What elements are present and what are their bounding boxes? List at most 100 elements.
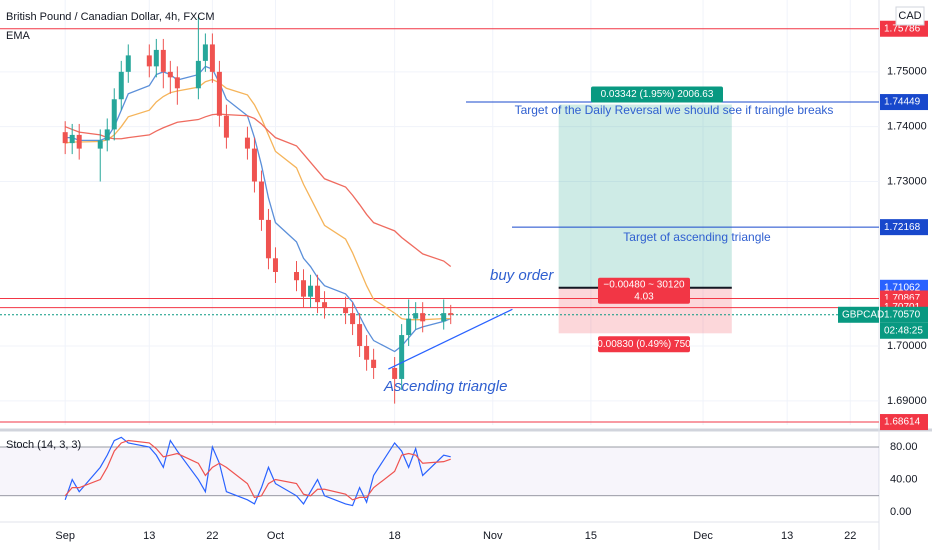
center-label-box bbox=[598, 277, 690, 304]
x-tick-label: Dec bbox=[693, 530, 713, 542]
y-tick-label: 1.75000 bbox=[887, 66, 927, 78]
candle-body bbox=[76, 134, 82, 149]
candle-body bbox=[413, 313, 419, 319]
annotation: Ascending triangle bbox=[383, 378, 507, 395]
candle-body bbox=[272, 258, 278, 272]
stoch-band bbox=[0, 447, 879, 496]
y-tick-label: 1.70000 bbox=[887, 340, 927, 352]
level-label-box bbox=[880, 94, 928, 111]
axes: Sep 13 22 Oct 18 Nov 15 Dec 13 22 1.75000 1.74000 1.… bbox=[55, 20, 928, 542]
candle-body bbox=[371, 359, 377, 368]
candle-body bbox=[244, 137, 250, 149]
candle-body bbox=[322, 302, 328, 308]
symbol-box bbox=[838, 306, 879, 323]
candle-body bbox=[146, 55, 152, 67]
annotation: buy order bbox=[490, 267, 554, 284]
stoch-line bbox=[64, 436, 451, 507]
annotation: Target of ascending triangle bbox=[623, 230, 771, 244]
ema-line bbox=[65, 78, 451, 321]
target-label: 0.03342 (1.95%) 2006.63 bbox=[601, 89, 714, 100]
level-label: 1.71062 bbox=[884, 282, 921, 293]
stop-label-box bbox=[598, 336, 690, 353]
candle-body bbox=[399, 335, 405, 379]
trendline bbox=[388, 308, 513, 370]
x-tick-label: Sep bbox=[55, 530, 75, 542]
x-tick-label: 18 bbox=[389, 530, 401, 542]
currency[interactable]: CAD bbox=[898, 10, 921, 22]
candle-body bbox=[195, 60, 201, 89]
candle-body bbox=[441, 313, 447, 322]
center-label: −0.00480 ~ 30120 bbox=[603, 279, 685, 290]
stoch-tick-label: 0.00 bbox=[890, 506, 911, 518]
candle-body bbox=[343, 307, 349, 314]
stop-label: 0.00830 (0.49%) 750 bbox=[597, 339, 691, 350]
candle-body bbox=[62, 132, 68, 144]
candle-body bbox=[111, 99, 117, 130]
level-label-box bbox=[880, 219, 928, 236]
candle-body bbox=[97, 140, 103, 149]
candle-body bbox=[420, 313, 426, 322]
symbol: GBPCAD bbox=[842, 309, 884, 320]
candle-body bbox=[251, 148, 257, 182]
candle-body bbox=[153, 49, 159, 67]
candle-body bbox=[448, 313, 454, 315]
annotation: Target of the Daily Reversal we should s… bbox=[515, 103, 834, 117]
y-tick-label: 1.74000 bbox=[887, 121, 927, 133]
candle-body bbox=[209, 44, 215, 72]
candle-body bbox=[160, 49, 166, 72]
x-tick-label: 22 bbox=[206, 530, 218, 542]
stoch-tick-label: 40.00 bbox=[890, 473, 918, 485]
candle-body bbox=[69, 134, 75, 144]
candle-body bbox=[125, 55, 131, 72]
level-label: 1.70867 bbox=[884, 293, 921, 304]
candle-body bbox=[258, 181, 264, 220]
level-label: 1.68614 bbox=[884, 417, 921, 428]
x-tick-label: Nov bbox=[483, 530, 503, 542]
candle-body bbox=[308, 285, 314, 297]
candle-body bbox=[364, 346, 370, 360]
level-label-box bbox=[880, 306, 928, 323]
candle-body bbox=[118, 71, 124, 100]
stoch-line bbox=[64, 439, 451, 501]
candle-body bbox=[294, 272, 300, 281]
countdown: 02:48:25 bbox=[884, 325, 923, 336]
candle-body bbox=[167, 71, 173, 78]
chart-title: British Pound / Canadian Dollar, 4h, FXC… bbox=[6, 11, 215, 23]
stoch-pane bbox=[0, 436, 879, 507]
level-label: 1.74449 bbox=[884, 97, 921, 108]
candle-body bbox=[216, 71, 222, 116]
level-label: 1.70570 bbox=[884, 309, 921, 320]
candle-body bbox=[315, 285, 321, 303]
indicator-label: EMA bbox=[6, 30, 31, 42]
candle-body bbox=[392, 367, 398, 379]
candle-body bbox=[406, 318, 412, 336]
currency-box[interactable] bbox=[895, 6, 925, 26]
y-tick-label: 1.73000 bbox=[887, 175, 927, 187]
x-tick-label: Oct bbox=[267, 530, 284, 542]
center-sub: 4.03 bbox=[634, 291, 654, 302]
y-tick-label: 1.69000 bbox=[887, 395, 927, 407]
countdown-box bbox=[880, 322, 928, 339]
candle-body bbox=[357, 324, 363, 347]
ema-line bbox=[64, 113, 452, 268]
candle-body bbox=[350, 313, 356, 325]
main-pane: Target of the Daily Reversal we should s… bbox=[0, 0, 879, 425]
level-label: 1.75786 bbox=[884, 23, 921, 34]
target-label-box bbox=[591, 86, 723, 103]
ema-line bbox=[65, 65, 451, 353]
candle-body bbox=[202, 44, 208, 61]
stoch-label: Stoch (14, 3, 3) bbox=[6, 439, 81, 451]
level-label-box bbox=[880, 414, 928, 431]
candle-body bbox=[174, 77, 180, 89]
stoch-tick-label: 80.00 bbox=[890, 441, 918, 453]
candle-body bbox=[223, 115, 229, 138]
x-tick-label: 15 bbox=[585, 530, 597, 542]
level-label: 1.72168 bbox=[884, 222, 921, 233]
x-tick-label: 13 bbox=[143, 530, 155, 542]
candle-body bbox=[104, 129, 110, 141]
profit-zone bbox=[558, 104, 732, 288]
candle-body bbox=[301, 280, 307, 297]
